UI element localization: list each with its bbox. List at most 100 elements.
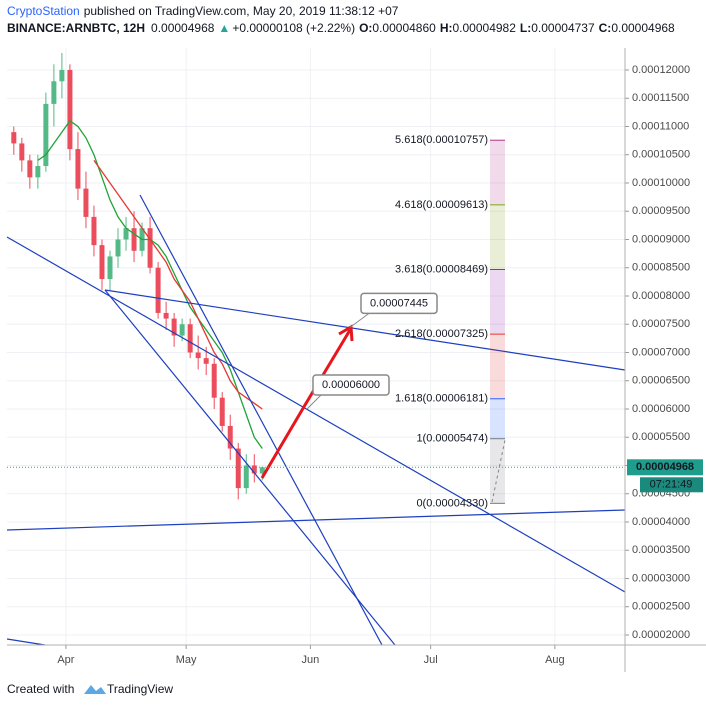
change: +0.00000108 (+2.22%) — [232, 21, 355, 35]
y-tick-label: 0.00007500 — [632, 318, 690, 330]
moving-average — [37, 119, 263, 449]
candle-body — [75, 149, 81, 189]
y-tick-label: 0.00002000 — [632, 629, 690, 641]
y-tick-label: 0.00007000 — [632, 346, 690, 358]
y-tick-label: 0.00004000 — [632, 516, 690, 528]
callout-box — [360, 292, 438, 315]
x-tick-label: Apr — [57, 654, 74, 666]
candle-body — [123, 228, 129, 240]
countdown-box — [640, 477, 703, 493]
fib-label: 1.618(0.00006181) — [395, 393, 488, 405]
candle-body — [115, 239, 121, 257]
x-tick-label: Jul — [424, 654, 438, 666]
candle-body — [59, 69, 65, 82]
candle-body — [171, 318, 177, 336]
trend-line — [6, 638, 46, 646]
candle-body — [227, 425, 233, 449]
callout-pointer — [349, 312, 370, 328]
candle-body — [235, 448, 241, 489]
callout-label: 0.00006000 — [322, 379, 380, 391]
callout-label: 0.00007445 — [370, 297, 428, 309]
callout-pointer — [306, 394, 322, 410]
y-tick-label: 0.00008500 — [632, 262, 690, 274]
fib-label: 4.618(0.00009613) — [395, 199, 488, 211]
candle-body — [107, 256, 113, 280]
moving-average — [93, 160, 263, 410]
trend-line — [6, 236, 626, 593]
author[interactable]: CryptoStation — [7, 4, 80, 18]
fib-label: 3.618(0.00008469) — [395, 263, 488, 275]
fib-label: 5.618(0.00010757) — [395, 134, 488, 146]
fib-label: 0(0.00004330) — [416, 497, 488, 509]
candle-body — [147, 228, 153, 268]
plot — [11, 53, 265, 500]
published: published on TradingView.com, May 20, 20… — [84, 4, 399, 18]
y-tick-label: 0.00009500 — [632, 205, 690, 217]
countdown: 07:21:49 — [650, 479, 693, 491]
y-tick-label: 0.00011000 — [632, 120, 689, 132]
fib-label: 1(0.00005474) — [416, 433, 488, 445]
y-tick-label: 0.00003000 — [632, 572, 690, 584]
fib-band — [490, 204, 505, 270]
trend-line — [139, 194, 383, 646]
x-tick-label: May — [176, 654, 197, 666]
y-tick-label: 0.00012000 — [632, 64, 690, 76]
candle-body — [251, 465, 257, 474]
header-line: CryptoStation published on TradingView.co… — [7, 4, 399, 18]
candle-body — [163, 312, 169, 319]
o-value: 0.00004860 — [372, 21, 436, 35]
projection-arrow — [260, 324, 354, 479]
callout-box — [312, 374, 390, 396]
fib-label: 2.618(0.00007325) — [395, 328, 488, 340]
arrow: ▲ — [218, 21, 230, 35]
candle-body — [155, 267, 161, 313]
candle-body — [195, 352, 201, 359]
y-tick-label: 0.00011500 — [632, 92, 689, 104]
c-value: 0.00004968 — [611, 21, 675, 35]
candle-body — [51, 81, 57, 104]
y-tick-label: 0.00009000 — [632, 233, 690, 245]
candle-body — [203, 358, 209, 364]
candle-body — [11, 132, 17, 144]
last-price-box — [627, 459, 703, 476]
last: 0.00004968 — [151, 21, 215, 35]
y-tick-label: 0.00002500 — [632, 601, 690, 613]
l-label: L: — [520, 21, 531, 35]
candle-body — [83, 188, 89, 217]
candle-body — [259, 467, 265, 474]
candle-body — [187, 324, 193, 353]
y-tick-label: 0.00010500 — [632, 149, 690, 161]
footer-text: Created with — [7, 682, 74, 696]
trend-line — [104, 289, 626, 371]
grid: 0.00002000 0.00002500 0.00003000 0.00003500… — [7, 48, 690, 666]
fib-band — [490, 398, 505, 439]
candle-body — [131, 228, 137, 251]
fib-band — [490, 334, 505, 399]
brand-logo — [84, 685, 106, 694]
trend-line — [6, 509, 626, 531]
candle-body — [27, 160, 33, 178]
candle-body — [179, 324, 185, 336]
candle-body — [211, 363, 217, 398]
candle-body — [99, 245, 105, 280]
overlay: 0(0.00004330) 1(0.00005474) 1.618(0.000061… — [7, 134, 703, 509]
fib-band — [490, 140, 505, 205]
x-tick-label: Jun — [302, 654, 320, 666]
symbol-line: BINANCE:ARNBTC, 12H 0.00004968 ▲ +0.0000010… — [7, 21, 675, 35]
y-tick-label: 0.00006000 — [632, 403, 690, 415]
l-value: 0.00004737 — [531, 21, 595, 35]
x-tick-label: Aug — [545, 654, 565, 666]
candle-body — [243, 465, 249, 489]
fib-band — [490, 438, 505, 504]
last-price-label: 0.00004968 — [636, 461, 694, 473]
y-tick-label: 0.00006500 — [632, 375, 690, 387]
h-label: H: — [440, 21, 453, 35]
y-tick-label: 0.00003500 — [632, 544, 690, 556]
candle-body — [19, 143, 25, 161]
fib-band — [490, 269, 505, 335]
h-value: 0.00004982 — [453, 21, 517, 35]
o-label: O: — [359, 21, 372, 35]
candle-body — [67, 69, 73, 150]
footer-brand[interactable]: TradingView — [107, 682, 173, 696]
